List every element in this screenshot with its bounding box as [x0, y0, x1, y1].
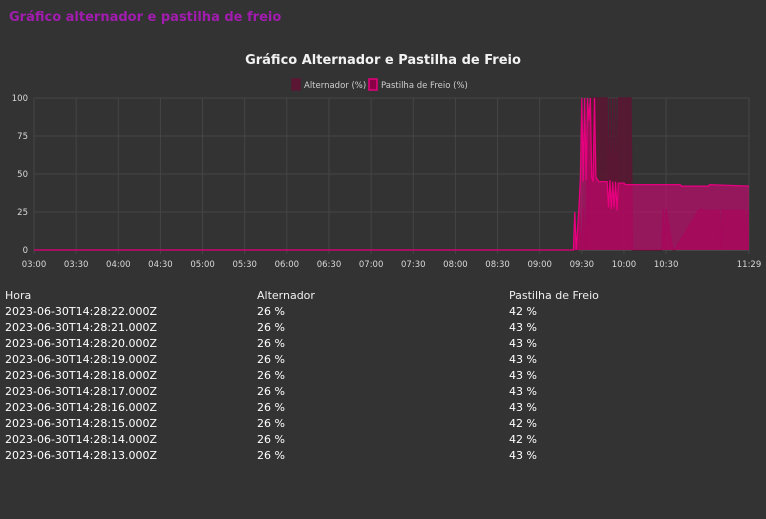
data-table: Hora Alternador Pastilha de Freio 2023-0…: [5, 287, 629, 463]
x-tick-label: 04:00: [106, 260, 131, 270]
header-pastilha: Pastilha de Freio: [509, 288, 599, 302]
table-row: 2023-06-30T14:28:19.000Z 26 % 43 %: [5, 351, 629, 367]
y-tick-label: 25: [17, 208, 28, 218]
legend-swatch-alternador[interactable]: [291, 78, 301, 91]
legend-label-alternador[interactable]: Alternador (%): [304, 81, 366, 91]
cell-hora: 2023-06-30T14:28:15.000Z: [5, 416, 158, 430]
cell-hora: 2023-06-30T14:28:19.000Z: [5, 352, 158, 366]
cell-hora: 2023-06-30T14:28:18.000Z: [5, 368, 158, 382]
table-row: 2023-06-30T14:28:13.000Z 26 % 43 %: [5, 447, 629, 463]
cell-alternador: 26 %: [257, 368, 285, 382]
x-tick-label: 03:30: [64, 260, 89, 270]
table-row: 2023-06-30T14:28:16.000Z 26 % 43 %: [5, 399, 629, 415]
cell-pastilha: 43 %: [509, 448, 537, 462]
chart-title: Gráfico Alternador e Pastilha de Freio: [245, 53, 521, 68]
cell-alternador: 26 %: [257, 352, 285, 366]
cell-alternador: 26 %: [257, 304, 285, 318]
cell-pastilha: 43 %: [509, 352, 537, 366]
x-tick-label: 04:30: [148, 260, 173, 270]
cell-pastilha: 42 %: [509, 304, 537, 318]
cell-alternador: 26 %: [257, 400, 285, 414]
chart-axes: 0 25 50 75 100 03:00 03:30 04:00 04:30 05:00 05:30…: [12, 94, 761, 270]
table-body: 2023-06-30T14:28:22.000Z 26 % 42 % 2023-06-…: [5, 303, 629, 463]
header-hora: Hora: [5, 288, 32, 302]
cell-alternador: 26 %: [257, 448, 285, 462]
cell-pastilha: 43 %: [509, 336, 537, 350]
x-tick-label: 09:00: [527, 260, 552, 270]
cell-hora: 2023-06-30T14:28:21.000Z: [5, 320, 158, 334]
cell-alternador: 26 %: [257, 384, 285, 398]
cell-hora: 2023-06-30T14:28:20.000Z: [5, 336, 158, 350]
table-row: 2023-06-30T14:28:15.000Z 26 % 42 %: [5, 415, 629, 431]
chart-svg: Gráfico Alternador e Pastilha de Freio A…: [12, 53, 761, 270]
cell-hora: 2023-06-30T14:28:16.000Z: [5, 400, 158, 414]
legend-swatch-pastilha[interactable]: [368, 78, 378, 91]
x-tick-label: 09:30: [570, 260, 595, 270]
table-header-row: Hora Alternador Pastilha de Freio: [5, 287, 629, 303]
cell-pastilha: 43 %: [509, 400, 537, 414]
table-row: 2023-06-30T14:28:14.000Z 26 % 42 %: [5, 431, 629, 447]
cell-pastilha: 42 %: [509, 416, 537, 430]
cell-pastilha: 43 %: [509, 384, 537, 398]
table-row: 2023-06-30T14:28:22.000Z 26 % 42 %: [5, 303, 629, 319]
y-tick-label: 100: [12, 94, 28, 104]
series-area-alternador: [34, 98, 749, 250]
series-area-pastilha: [34, 98, 749, 250]
x-tick-label: 06:00: [275, 260, 300, 270]
cell-pastilha: 43 %: [509, 320, 537, 334]
x-tick-label: 10:00: [612, 260, 637, 270]
x-tick-label: 05:30: [232, 260, 257, 270]
cell-pastilha: 43 %: [509, 368, 537, 382]
y-tick-label: 75: [17, 132, 28, 142]
page-title: Gráfico alternador e pastilha de freio: [9, 10, 282, 25]
x-tick-label: 06:30: [317, 260, 342, 270]
legend-label-pastilha[interactable]: Pastilha de Freio (%): [381, 81, 468, 91]
header-alternador: Alternador: [257, 288, 315, 302]
cell-hora: 2023-06-30T14:28:14.000Z: [5, 432, 158, 446]
table-row: 2023-06-30T14:28:20.000Z 26 % 43 %: [5, 335, 629, 351]
cell-hora: 2023-06-30T14:28:17.000Z: [5, 384, 158, 398]
cell-alternador: 26 %: [257, 432, 285, 446]
table-row: 2023-06-30T14:28:21.000Z 26 % 43 %: [5, 319, 629, 335]
y-tick-label: 0: [23, 246, 28, 256]
y-tick-label: 50: [17, 170, 28, 180]
cell-hora: 2023-06-30T14:28:22.000Z: [5, 304, 158, 318]
x-tick-label: 08:30: [485, 260, 510, 270]
chart-container: Gráfico Alternador e Pastilha de Freio A…: [0, 44, 766, 274]
x-tick-label: 07:00: [359, 260, 384, 270]
chart-legend: Alternador (%) Pastilha de Freio (%): [291, 78, 468, 91]
cell-alternador: 26 %: [257, 416, 285, 430]
cell-alternador: 26 %: [257, 320, 285, 334]
table-row: 2023-06-30T14:28:17.000Z 26 % 43 %: [5, 383, 629, 399]
cell-pastilha: 42 %: [509, 432, 537, 446]
cell-hora: 2023-06-30T14:28:13.000Z: [5, 448, 158, 462]
x-tick-label: 11:29: [737, 260, 762, 270]
x-tick-label: 07:30: [401, 260, 426, 270]
cell-alternador: 26 %: [257, 336, 285, 350]
series-line-pastilha: [34, 97, 750, 251]
x-tick-label: 05:00: [190, 260, 215, 270]
x-tick-label: 08:00: [443, 260, 468, 270]
x-tick-label: 03:00: [22, 260, 47, 270]
x-tick-label: 10:30: [654, 260, 679, 270]
table-row: 2023-06-30T14:28:18.000Z 26 % 43 %: [5, 367, 629, 383]
chart-series: [34, 97, 750, 251]
